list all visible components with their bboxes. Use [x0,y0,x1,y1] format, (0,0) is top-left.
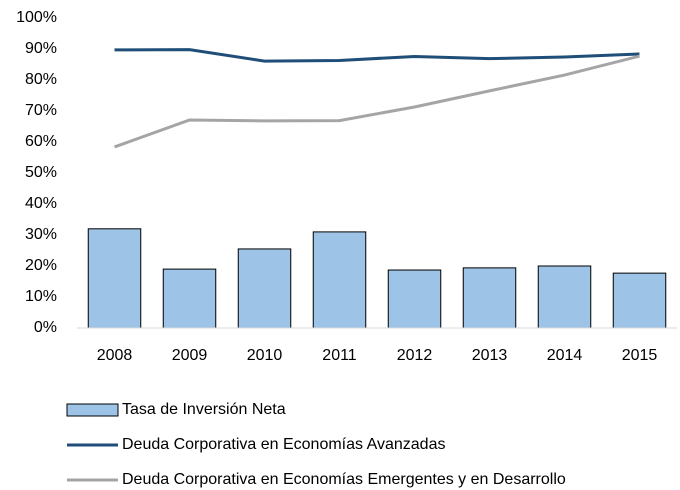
y-tick-label: 40% [25,195,57,212]
y-tick-label: 90% [25,40,57,57]
x-tick-label: 2013 [472,347,508,364]
bar [537,265,592,329]
x-tick-label: 2015 [622,347,658,364]
y-tick-label: 50% [25,164,57,181]
legend-swatch [66,403,119,417]
bar [387,269,442,329]
y-tick-label: 100% [16,9,57,26]
x-tick-label: 2010 [247,347,283,364]
y-tick-label: 20% [25,257,57,274]
x-tick-label: 2008 [97,347,133,364]
y-tick-label: 0% [34,319,57,336]
legend-label: Deuda Corporativa en Economías Emergente… [122,471,566,488]
x-tick-label: 2012 [397,347,433,364]
x-tick-label: 2011 [322,347,357,364]
legend-label: Deuda Corporativa en Economías Avanzadas [122,436,445,453]
y-tick-label: 30% [25,226,57,243]
bar [237,248,292,329]
y-tick-label: 70% [25,102,57,119]
bar [312,231,367,329]
x-tick-label: 2014 [547,347,583,364]
legend-label: Tasa de Inversión Neta [122,401,286,418]
y-tick-label: 10% [25,288,57,305]
bar [612,272,667,329]
line [114,48,640,63]
line [113,54,640,149]
y-tick-label: 80% [25,71,57,88]
bar [87,228,142,329]
x-tick-label: 2009 [172,347,208,364]
bar [162,268,217,329]
bar [462,267,517,329]
y-tick-label: 60% [25,133,57,150]
